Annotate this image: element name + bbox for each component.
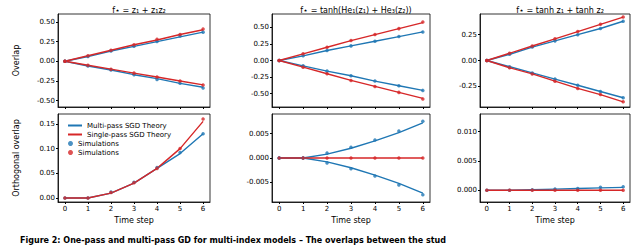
- svg-text:Single-pass SGD Theory: Single-pass SGD Theory: [87, 131, 171, 139]
- svg-text:-0.005: -0.005: [246, 178, 269, 186]
- svg-text:4: 4: [155, 205, 160, 213]
- svg-text:0.15: 0.15: [39, 120, 55, 128]
- svg-text:0.010: 0.010: [457, 128, 477, 136]
- svg-text:5: 5: [178, 205, 182, 213]
- svg-text:0.05: 0.05: [39, 169, 55, 177]
- svg-text:0.00: 0.00: [253, 57, 269, 65]
- svg-text:0: 0: [63, 205, 67, 213]
- svg-text:Time step: Time step: [113, 216, 153, 225]
- svg-text:0.25: 0.25: [461, 31, 477, 39]
- svg-text:0.50: 0.50: [39, 18, 55, 26]
- svg-text:0.00: 0.00: [39, 194, 55, 202]
- svg-text:0.000: 0.000: [249, 154, 269, 162]
- svg-text:Time step: Time step: [534, 216, 574, 225]
- svg-text:5: 5: [598, 205, 602, 213]
- svg-text:f⋆ = tanh(He₁(z₁) + He₃(z₂)): f⋆ = tanh(He₁(z₁) + He₃(z₂)): [300, 6, 411, 15]
- svg-text:0.25: 0.25: [39, 38, 55, 46]
- svg-text:2: 2: [325, 205, 329, 213]
- svg-text:1: 1: [507, 205, 511, 213]
- svg-text:Simulations: Simulations: [78, 149, 119, 157]
- svg-text:3: 3: [132, 205, 136, 213]
- svg-text:f⋆ = z₁ + z₁z₂: f⋆ = z₁ + z₁z₂: [112, 6, 166, 15]
- svg-text:0: 0: [485, 205, 489, 213]
- svg-text:4: 4: [575, 205, 580, 213]
- svg-text:Figure 2: One-pass and multi-p: Figure 2: One-pass and multi-pass GD for…: [20, 236, 446, 245]
- svg-text:-0.50: -0.50: [37, 97, 55, 105]
- svg-text:Time step: Time step: [330, 216, 370, 225]
- svg-text:0.005: 0.005: [457, 157, 477, 165]
- svg-text:0.000: 0.000: [457, 186, 477, 194]
- svg-text:f⋆ = tanh z₁ + tanh z₂: f⋆ = tanh z₁ + tanh z₂: [516, 6, 604, 15]
- svg-text:4: 4: [373, 205, 378, 213]
- svg-text:6: 6: [201, 205, 206, 213]
- svg-text:2: 2: [530, 205, 534, 213]
- svg-text:0.00: 0.00: [461, 57, 477, 65]
- svg-text:0.00: 0.00: [39, 57, 55, 65]
- svg-text:0.50: 0.50: [253, 23, 269, 31]
- svg-text:-0.50: -0.50: [251, 90, 269, 98]
- svg-text:Orthogonal overlap: Orthogonal overlap: [12, 119, 21, 196]
- svg-text:Overlap: Overlap: [12, 45, 21, 76]
- svg-text:0.005: 0.005: [249, 130, 269, 138]
- svg-text:0: 0: [277, 205, 281, 213]
- svg-text:6: 6: [621, 205, 626, 213]
- svg-text:5: 5: [397, 205, 401, 213]
- svg-text:-0.25: -0.25: [37, 77, 55, 85]
- svg-text:6: 6: [421, 205, 426, 213]
- svg-text:3: 3: [349, 205, 353, 213]
- svg-text:Simulations: Simulations: [78, 140, 119, 148]
- svg-text:2: 2: [109, 205, 113, 213]
- svg-text:0.25: 0.25: [253, 40, 269, 48]
- svg-text:1: 1: [301, 205, 305, 213]
- svg-text:-0.25: -0.25: [251, 73, 269, 81]
- svg-text:0.10: 0.10: [39, 145, 55, 153]
- svg-text:1: 1: [86, 205, 90, 213]
- svg-text:-0.25: -0.25: [459, 82, 477, 90]
- svg-text:Multi-pass SGD Theory: Multi-pass SGD Theory: [87, 122, 167, 130]
- svg-text:3: 3: [553, 205, 557, 213]
